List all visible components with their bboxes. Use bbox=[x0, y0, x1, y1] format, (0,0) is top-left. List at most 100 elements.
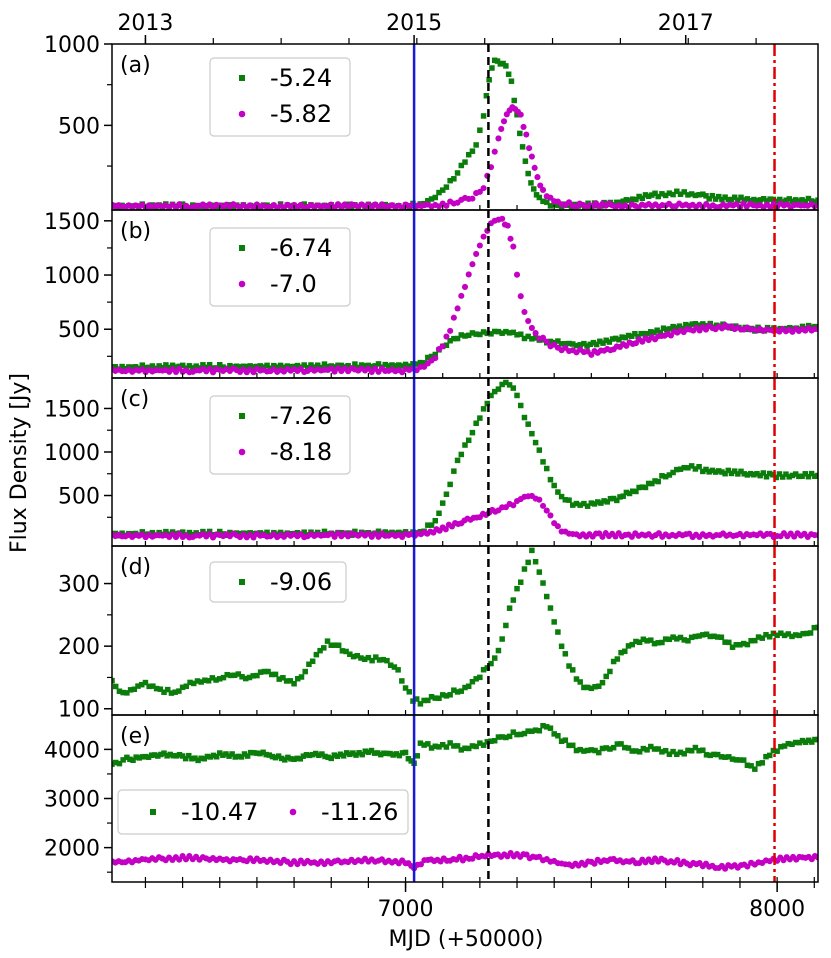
data-point bbox=[719, 469, 725, 475]
data-point bbox=[190, 365, 196, 371]
data-point bbox=[462, 745, 468, 752]
data-point bbox=[486, 77, 492, 83]
data-point bbox=[414, 753, 421, 759]
data-point bbox=[300, 753, 307, 759]
data-point bbox=[726, 754, 732, 760]
data-point bbox=[439, 692, 446, 698]
data-point bbox=[767, 196, 773, 202]
y-tick-label: 1000 bbox=[44, 33, 100, 58]
data-point bbox=[566, 340, 572, 347]
data-point bbox=[628, 333, 635, 339]
data-point bbox=[581, 748, 587, 754]
data-point bbox=[783, 471, 789, 477]
data-point bbox=[495, 135, 502, 142]
data-point bbox=[644, 638, 650, 644]
data-point bbox=[124, 754, 130, 761]
data-point bbox=[692, 321, 699, 327]
data-point bbox=[521, 730, 528, 737]
data-point bbox=[815, 624, 818, 631]
data-point bbox=[321, 645, 327, 651]
data-point bbox=[562, 651, 569, 657]
data-point bbox=[744, 472, 751, 478]
data-point bbox=[534, 174, 541, 181]
data-point bbox=[187, 679, 193, 686]
legend-marker bbox=[150, 809, 156, 815]
data-point bbox=[210, 365, 216, 371]
data-point bbox=[655, 193, 661, 200]
data-point bbox=[402, 749, 409, 756]
data-point bbox=[432, 517, 439, 524]
data-point bbox=[648, 329, 654, 335]
data-point bbox=[536, 727, 543, 734]
data-point bbox=[607, 495, 614, 502]
data-point bbox=[766, 752, 773, 759]
data-point bbox=[499, 330, 505, 336]
data-point bbox=[500, 118, 508, 125]
data-point bbox=[436, 510, 442, 517]
data-point bbox=[792, 632, 799, 638]
data-point bbox=[722, 194, 728, 200]
data-point bbox=[350, 653, 357, 660]
data-point bbox=[232, 754, 238, 760]
panel-label: (b) bbox=[120, 219, 151, 244]
data-point bbox=[374, 750, 381, 756]
data-point bbox=[421, 697, 427, 704]
data-point bbox=[510, 729, 517, 735]
data-point bbox=[345, 530, 351, 536]
data-point bbox=[498, 125, 505, 133]
data-point bbox=[636, 749, 643, 755]
data-point bbox=[395, 667, 401, 673]
data-point bbox=[131, 686, 138, 693]
data-point bbox=[476, 242, 483, 249]
data-point bbox=[425, 522, 431, 528]
data-point bbox=[811, 624, 818, 631]
data-point bbox=[298, 674, 305, 680]
data-point bbox=[802, 471, 809, 477]
data-point bbox=[149, 363, 156, 369]
data-point bbox=[573, 747, 580, 754]
data-point bbox=[352, 361, 358, 367]
data-point bbox=[198, 755, 204, 762]
data-point bbox=[179, 684, 186, 691]
data-point bbox=[530, 186, 537, 192]
data-point bbox=[244, 363, 250, 370]
data-point bbox=[306, 752, 313, 759]
data-point bbox=[700, 632, 706, 638]
data-point bbox=[387, 750, 393, 757]
data-point bbox=[796, 632, 803, 639]
data-point bbox=[480, 329, 487, 335]
data-point bbox=[644, 747, 650, 753]
data-point bbox=[763, 631, 769, 638]
data-point bbox=[120, 689, 126, 696]
data-point bbox=[477, 740, 483, 746]
data-point bbox=[808, 470, 815, 477]
data-point bbox=[593, 341, 600, 348]
data-point bbox=[566, 663, 572, 669]
y-tick-label: 1000 bbox=[44, 264, 100, 289]
data-point bbox=[369, 657, 375, 664]
data-point bbox=[247, 363, 253, 369]
data-point bbox=[432, 743, 439, 750]
data-point bbox=[488, 660, 494, 667]
data-point bbox=[169, 362, 176, 369]
data-point bbox=[805, 737, 812, 744]
data-point bbox=[792, 197, 799, 203]
data-point bbox=[685, 747, 691, 754]
data-point bbox=[555, 489, 561, 495]
data-point bbox=[600, 340, 606, 346]
data-point bbox=[786, 474, 792, 480]
data-point bbox=[155, 753, 161, 759]
data-point bbox=[264, 529, 270, 536]
data-point bbox=[735, 197, 741, 204]
data-point bbox=[406, 689, 413, 695]
data-point bbox=[506, 330, 513, 336]
data-point bbox=[399, 678, 405, 684]
data-point bbox=[744, 196, 751, 202]
data-point bbox=[651, 329, 657, 336]
data-point bbox=[443, 693, 450, 699]
data-point bbox=[362, 748, 369, 754]
data-point bbox=[261, 668, 268, 675]
data-point bbox=[551, 731, 557, 737]
data-point bbox=[220, 674, 227, 681]
data-point bbox=[130, 757, 136, 763]
